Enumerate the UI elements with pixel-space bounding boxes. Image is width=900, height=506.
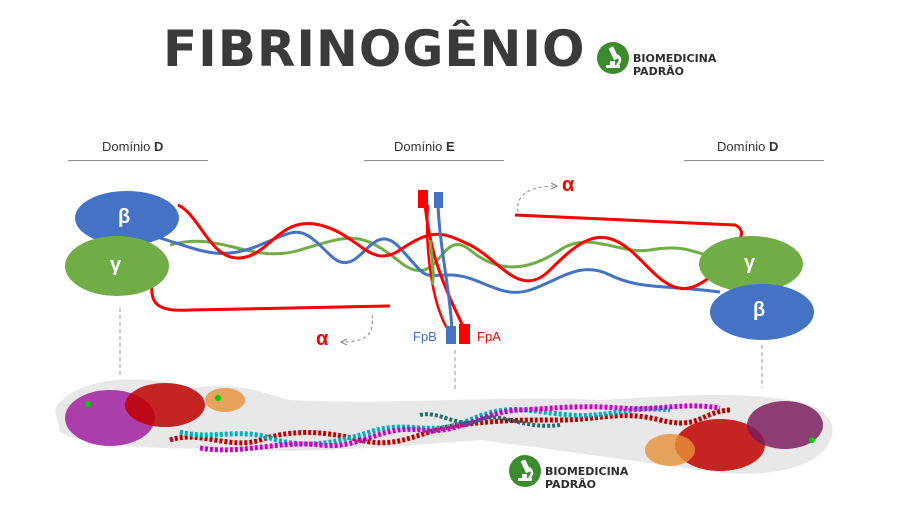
fpa-label: FpA — [477, 329, 501, 344]
center-red-strand-b — [425, 204, 450, 331]
domain-right-prefix: Domínio — [717, 139, 770, 154]
brand-name-top: BIOMEDICINA PADRÃO — [633, 52, 717, 78]
brand-logo-bottom: BIOMEDICINA PADRÃO — [508, 454, 648, 491]
beta-ellipse-right — [710, 284, 814, 340]
fpa-block-bottom — [459, 324, 470, 344]
beta-label-left: β — [118, 206, 131, 228]
alpha-arrow-right — [517, 186, 556, 213]
domain-label-left: Domínio D — [102, 139, 163, 154]
domain-center-letter: E — [446, 139, 455, 154]
microscope-icon — [509, 455, 541, 487]
brand-name-bottom: BIOMEDICINA PADRÃO — [545, 465, 629, 491]
domain-left-letter: D — [154, 139, 164, 154]
gamma-chain — [169, 236, 716, 272]
alpha-chain-left-tail — [150, 284, 391, 312]
fpb-block-top — [434, 192, 443, 208]
fpa-block-top — [418, 190, 428, 208]
alpha-label-left: α — [316, 328, 329, 350]
fpb-block-bottom — [446, 326, 456, 344]
alpha-chain-upper — [177, 203, 732, 290]
domain-label-center: Domínio E — [394, 139, 455, 154]
domain-left-rule — [68, 160, 208, 161]
beta-chain — [159, 230, 721, 294]
gamma-ellipse-right — [699, 236, 803, 292]
page-title: FIBRINOGÊNIO — [163, 20, 586, 78]
gamma-label-left: γ — [110, 254, 122, 276]
domain-label-right: Domínio D — [717, 139, 778, 154]
domain-right-letter: D — [769, 139, 779, 154]
gamma-ellipse-left — [65, 236, 169, 296]
protein-structure-illustration — [55, 379, 833, 474]
domain-center-prefix: Domínio — [394, 139, 447, 154]
alpha-arrow-left — [342, 314, 374, 342]
beta-ellipse-left — [75, 191, 179, 245]
center-green-strand — [428, 239, 435, 286]
alpha-label-right: α — [562, 174, 575, 196]
beta-label-right: β — [753, 299, 766, 321]
center-blue-strand-a — [436, 204, 454, 331]
gamma-label-right: γ — [744, 252, 756, 274]
brand-logo-top: BIOMEDICINA PADRÃO — [596, 40, 736, 78]
fpb-label: FpB — [413, 329, 437, 344]
microscope-icon — [597, 42, 629, 74]
alpha-chain-right-tail — [514, 213, 744, 242]
domain-right-rule — [684, 160, 824, 161]
domain-left-prefix: Domínio — [102, 139, 155, 154]
domain-center-rule — [364, 160, 504, 161]
